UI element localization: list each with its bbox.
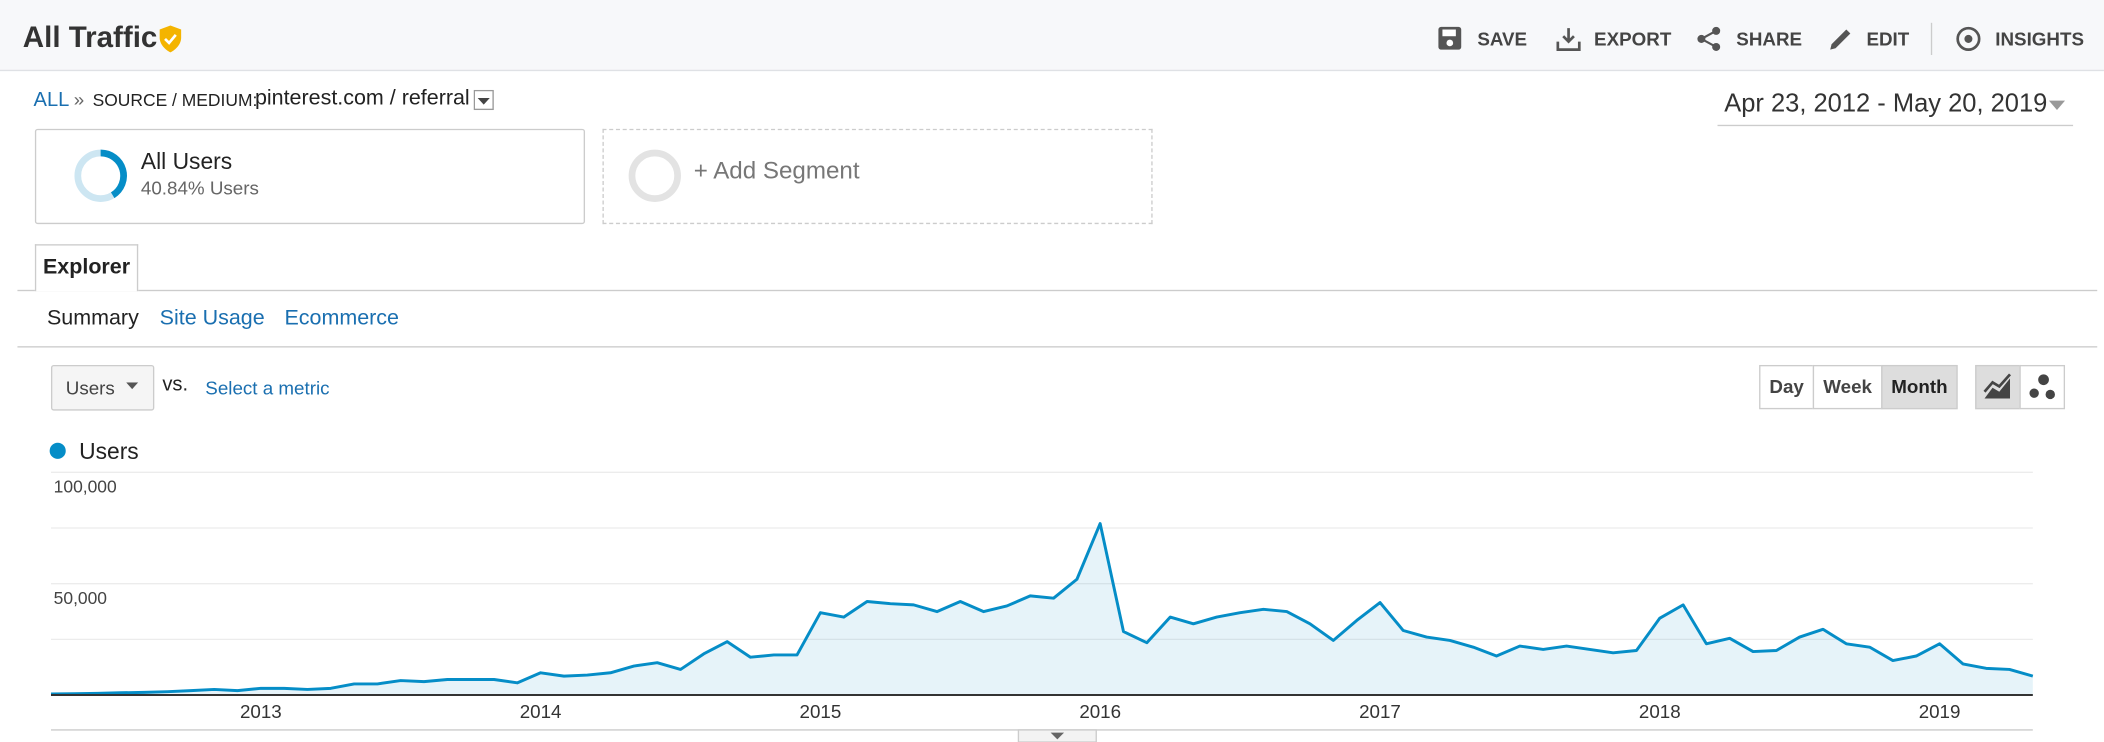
day-button[interactable]: Day — [1759, 364, 1815, 410]
subtab-active[interactable]: Summary — [46, 307, 139, 331]
export-icon[interactable] — [1555, 25, 1582, 52]
line-chart-icon — [1983, 373, 2012, 399]
x-tick-label: 2019 — [1919, 701, 1961, 722]
breadcrumb-root[interactable]: ALL — [33, 88, 70, 112]
area — [50, 523, 2033, 696]
segment-detail: 40.84% Users — [140, 177, 259, 199]
vs-label: vs. — [162, 373, 189, 396]
legend-label: Users — [79, 438, 139, 464]
dimension-label: SOURCE / MEDIUM: — [92, 89, 258, 111]
insights-icon[interactable] — [1954, 24, 1984, 54]
tab-rule — [17, 289, 2098, 292]
segment-card[interactable] — [34, 128, 586, 225]
add-segment-card[interactable] — [602, 128, 1153, 225]
segment-name: All Users — [140, 148, 233, 175]
divider — [1930, 22, 1933, 56]
subtab[interactable]: Ecommerce — [284, 307, 399, 331]
insights-button[interactable]: INSIGHTS — [1995, 28, 2084, 50]
subtab-rule — [17, 346, 2098, 348]
edit-icon[interactable] — [1828, 25, 1855, 52]
dimension-dropdown[interactable] — [473, 89, 495, 111]
share-icon[interactable] — [1696, 25, 1723, 52]
metric-label: Users — [65, 377, 115, 399]
date-range[interactable]: Apr 23, 2012 - May 20, 2019 — [1724, 89, 2048, 119]
x-tick-label: 2015 — [800, 701, 842, 722]
chart: Users 100,000 50,000 2013 2014 2015 2016 2017 20… — [49, 438, 2034, 742]
date-underline — [1717, 124, 2074, 127]
subtab[interactable]: Site Usage — [159, 307, 265, 331]
month-button[interactable]: Month — [1881, 364, 1958, 410]
verified-icon — [159, 25, 182, 53]
page-title: All Traffic — [22, 20, 158, 54]
y-tick-label: 50,000 — [54, 588, 108, 608]
legend-dot — [49, 442, 66, 459]
header-bar — [0, 0, 2104, 72]
motion-chart-icon — [2029, 374, 2055, 400]
export-button[interactable]: EXPORT — [1594, 28, 1672, 50]
explorer-tab[interactable]: Explorer — [34, 244, 139, 292]
motion-chart-button[interactable] — [2019, 364, 2066, 410]
save-icon[interactable] — [1437, 25, 1464, 52]
select-metric[interactable]: Select a metric — [205, 377, 330, 399]
share-button[interactable]: SHARE — [1736, 28, 1803, 50]
date-arrow[interactable] — [2048, 99, 2067, 112]
x-tick-label: 2016 — [1079, 701, 1121, 722]
collapse-arrow — [1050, 732, 1065, 740]
dimension-value: pinterest.com / referral — [254, 87, 470, 111]
x-tick-label: 2014 — [520, 701, 562, 722]
save-button[interactable]: SAVE — [1477, 28, 1528, 50]
segment-donut — [74, 149, 127, 202]
week-button[interactable]: Week — [1812, 364, 1883, 410]
x-tick-label: 2013 — [240, 701, 282, 722]
x-tick-label: 2018 — [1639, 701, 1681, 722]
metric-dropdown[interactable] — [50, 364, 155, 411]
edit-button[interactable]: EDIT — [1866, 28, 1910, 50]
add-segment-circle — [628, 149, 681, 202]
x-tick-label: 2017 — [1359, 701, 1401, 722]
breadcrumb-separator: » — [73, 88, 85, 111]
line — [50, 522, 2034, 696]
add-segment-label[interactable]: + Add Segment — [693, 156, 860, 184]
y-tick-label: 100,000 — [54, 476, 117, 496]
metric-arrow — [126, 382, 139, 390]
